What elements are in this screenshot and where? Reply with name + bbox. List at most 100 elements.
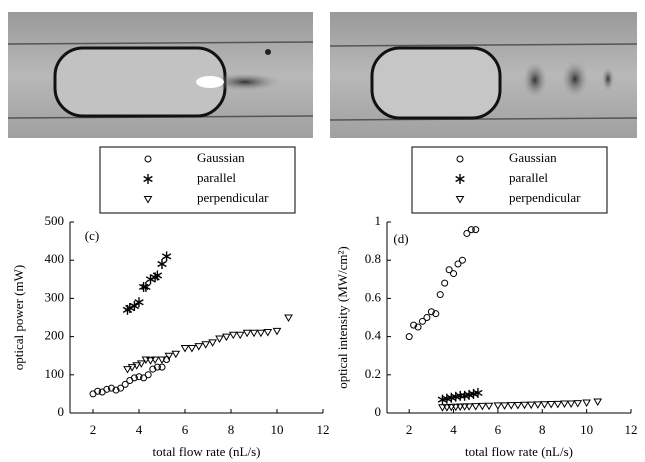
y-tick-label: 100 bbox=[45, 366, 65, 381]
marker-shape bbox=[471, 403, 481, 411]
data-point bbox=[149, 365, 157, 373]
data-point bbox=[493, 402, 503, 410]
data-point bbox=[566, 400, 576, 408]
marker-shape bbox=[215, 335, 224, 344]
marker-shape bbox=[478, 402, 487, 411]
x-tick-label: 10 bbox=[271, 422, 284, 437]
data-point bbox=[582, 399, 592, 407]
marker-shape bbox=[405, 333, 413, 341]
data-point bbox=[520, 401, 529, 410]
marker-shape bbox=[441, 279, 449, 287]
data-point bbox=[445, 266, 453, 274]
marker-shape bbox=[208, 339, 217, 347]
marker-shape bbox=[103, 385, 111, 393]
marker-shape bbox=[121, 380, 129, 388]
panel-label: (d) bbox=[393, 231, 408, 246]
marker-shape bbox=[143, 175, 153, 183]
y-tick-label: 300 bbox=[45, 289, 65, 304]
legend-label: parallel bbox=[509, 170, 548, 185]
data-point bbox=[436, 291, 444, 299]
marker-shape bbox=[129, 302, 140, 310]
y-tick-label: 0.6 bbox=[365, 289, 382, 304]
marker-shape bbox=[414, 323, 422, 331]
data-point bbox=[129, 301, 140, 312]
data-point bbox=[526, 401, 536, 410]
data-point bbox=[94, 387, 102, 395]
marker-shape bbox=[112, 386, 120, 394]
marker-shape bbox=[144, 371, 152, 379]
data-point bbox=[157, 259, 167, 270]
data-point bbox=[405, 333, 413, 341]
data-point bbox=[112, 386, 120, 394]
marker-shape bbox=[493, 402, 503, 410]
data-point bbox=[506, 402, 516, 410]
legend-box bbox=[99, 146, 296, 214]
marker-shape bbox=[484, 402, 494, 411]
data-point bbox=[153, 363, 161, 371]
y-tick-label: 1 bbox=[375, 213, 382, 228]
marker-shape bbox=[161, 253, 172, 260]
marker-shape bbox=[436, 291, 444, 299]
y-tick-label: 400 bbox=[45, 251, 65, 266]
data-point bbox=[127, 364, 137, 372]
marker-shape bbox=[222, 333, 231, 342]
x-tick-label: 4 bbox=[136, 422, 143, 437]
marker-shape bbox=[451, 403, 461, 412]
data-point bbox=[473, 387, 483, 398]
legend-label: Gaussian bbox=[197, 150, 245, 165]
marker-shape bbox=[506, 402, 516, 410]
data-point bbox=[464, 403, 474, 411]
marker-shape bbox=[141, 283, 151, 291]
data-point bbox=[500, 402, 509, 410]
data-point bbox=[450, 270, 458, 278]
marker-shape bbox=[158, 363, 166, 371]
data-point bbox=[146, 357, 155, 365]
legend-marker bbox=[456, 155, 464, 163]
marker-shape bbox=[132, 362, 142, 370]
marker-shape bbox=[123, 366, 132, 374]
marker-shape bbox=[143, 196, 153, 204]
data-point bbox=[256, 329, 266, 338]
data-point bbox=[573, 400, 583, 408]
x-tick-label: 8 bbox=[228, 422, 235, 437]
marker-shape bbox=[582, 399, 592, 407]
x-tick-label: 6 bbox=[182, 422, 189, 437]
legend-marker bbox=[143, 174, 153, 184]
data-point bbox=[423, 314, 431, 321]
data-point bbox=[546, 401, 556, 409]
marker-shape bbox=[249, 329, 259, 338]
data-point bbox=[454, 260, 462, 268]
marker-shape bbox=[446, 403, 456, 412]
legend-marker bbox=[144, 155, 152, 163]
data-point bbox=[132, 362, 142, 370]
y-tick-label: 0.4 bbox=[365, 328, 382, 343]
data-point bbox=[418, 317, 426, 325]
marker-shape bbox=[94, 387, 102, 395]
marker-shape bbox=[150, 356, 160, 365]
data-point bbox=[134, 297, 144, 308]
marker-shape bbox=[149, 365, 157, 373]
data-point bbox=[161, 251, 172, 262]
legend-label: Gaussian bbox=[509, 150, 557, 165]
data-point bbox=[458, 256, 466, 264]
x-axis-label: total flow rate (nL/s) bbox=[465, 444, 573, 459]
marker-shape bbox=[180, 345, 190, 353]
marker-shape bbox=[513, 401, 523, 410]
data-point bbox=[432, 310, 440, 318]
data-point bbox=[441, 279, 449, 287]
legend-label: perpendicular bbox=[509, 190, 581, 205]
data-point bbox=[438, 404, 447, 412]
data-point bbox=[117, 384, 125, 392]
data-point bbox=[180, 345, 190, 353]
y-axis-label: optical intensity (MW/cm²) bbox=[335, 246, 350, 389]
x-tick-label: 10 bbox=[580, 422, 593, 437]
marker-shape bbox=[284, 314, 293, 322]
data-point bbox=[553, 400, 563, 409]
marker-shape bbox=[472, 226, 480, 234]
data-point bbox=[135, 373, 143, 381]
marker-shape bbox=[201, 341, 211, 349]
marker-shape bbox=[432, 310, 440, 318]
x-tick-label: 12 bbox=[317, 422, 330, 437]
y-tick-label: 0.2 bbox=[365, 366, 381, 381]
marker-shape bbox=[560, 400, 569, 408]
